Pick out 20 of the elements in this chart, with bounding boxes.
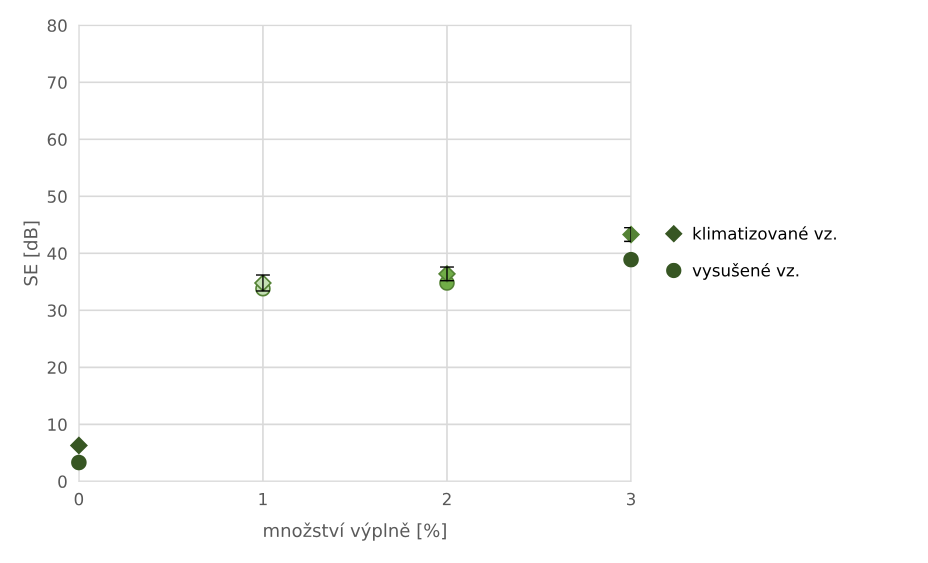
point: [71, 454, 87, 470]
y-tick-label: 10: [48, 418, 67, 431]
y-axis-title: SE [dB]: [24, 222, 40, 286]
y-tick-label: 50: [48, 190, 67, 203]
x-tick-label: 1: [259, 492, 267, 506]
y-tick-label: 80: [48, 19, 67, 32]
x-axis-title: množství výplně [%]: [264, 522, 446, 541]
y-tick-label: 70: [48, 76, 67, 89]
y-tick-label: 20: [48, 361, 67, 374]
y-tick-label: 40: [47, 247, 67, 260]
legend-label: klimatizované vz.: [694, 226, 836, 240]
y-tick-label: 30: [48, 304, 67, 317]
y-tick-label: 60: [48, 133, 67, 146]
legend-label: vysušené vz.: [692, 263, 798, 280]
x-tick-label: 0: [74, 492, 84, 506]
y-tick-label: 0: [58, 475, 67, 488]
point: [622, 226, 640, 244]
x-tick-label: 2: [442, 492, 451, 506]
x-tick-label: 3: [627, 492, 636, 506]
point: [623, 252, 639, 268]
